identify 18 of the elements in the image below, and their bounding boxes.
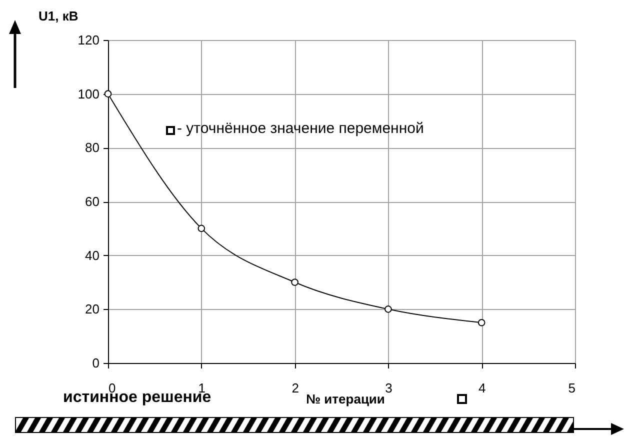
y-tick-label: 40: [85, 248, 100, 263]
y-tick-label: 20: [85, 302, 100, 317]
x-tick-label: 5: [568, 380, 576, 396]
annotation: - уточнённое значение переменной: [177, 120, 424, 137]
point: [478, 318, 486, 326]
y-tick-label: 80: [85, 140, 100, 156]
point: [198, 224, 206, 232]
x-tick-label: 4: [478, 380, 486, 396]
y-tick-label: 0: [92, 356, 100, 370]
point: [384, 306, 392, 313]
y-axis-title: U1, кВ: [38, 8, 78, 24]
y-tick-label: 60: [85, 194, 100, 209]
x-axis-title: № итерации: [306, 392, 385, 406]
x-tick-label: 2: [292, 380, 299, 396]
point: [291, 278, 298, 286]
y-tick-label: 100: [78, 86, 100, 102]
y-tick-label: 120: [78, 32, 100, 48]
x-tick-label: 3: [385, 380, 392, 396]
